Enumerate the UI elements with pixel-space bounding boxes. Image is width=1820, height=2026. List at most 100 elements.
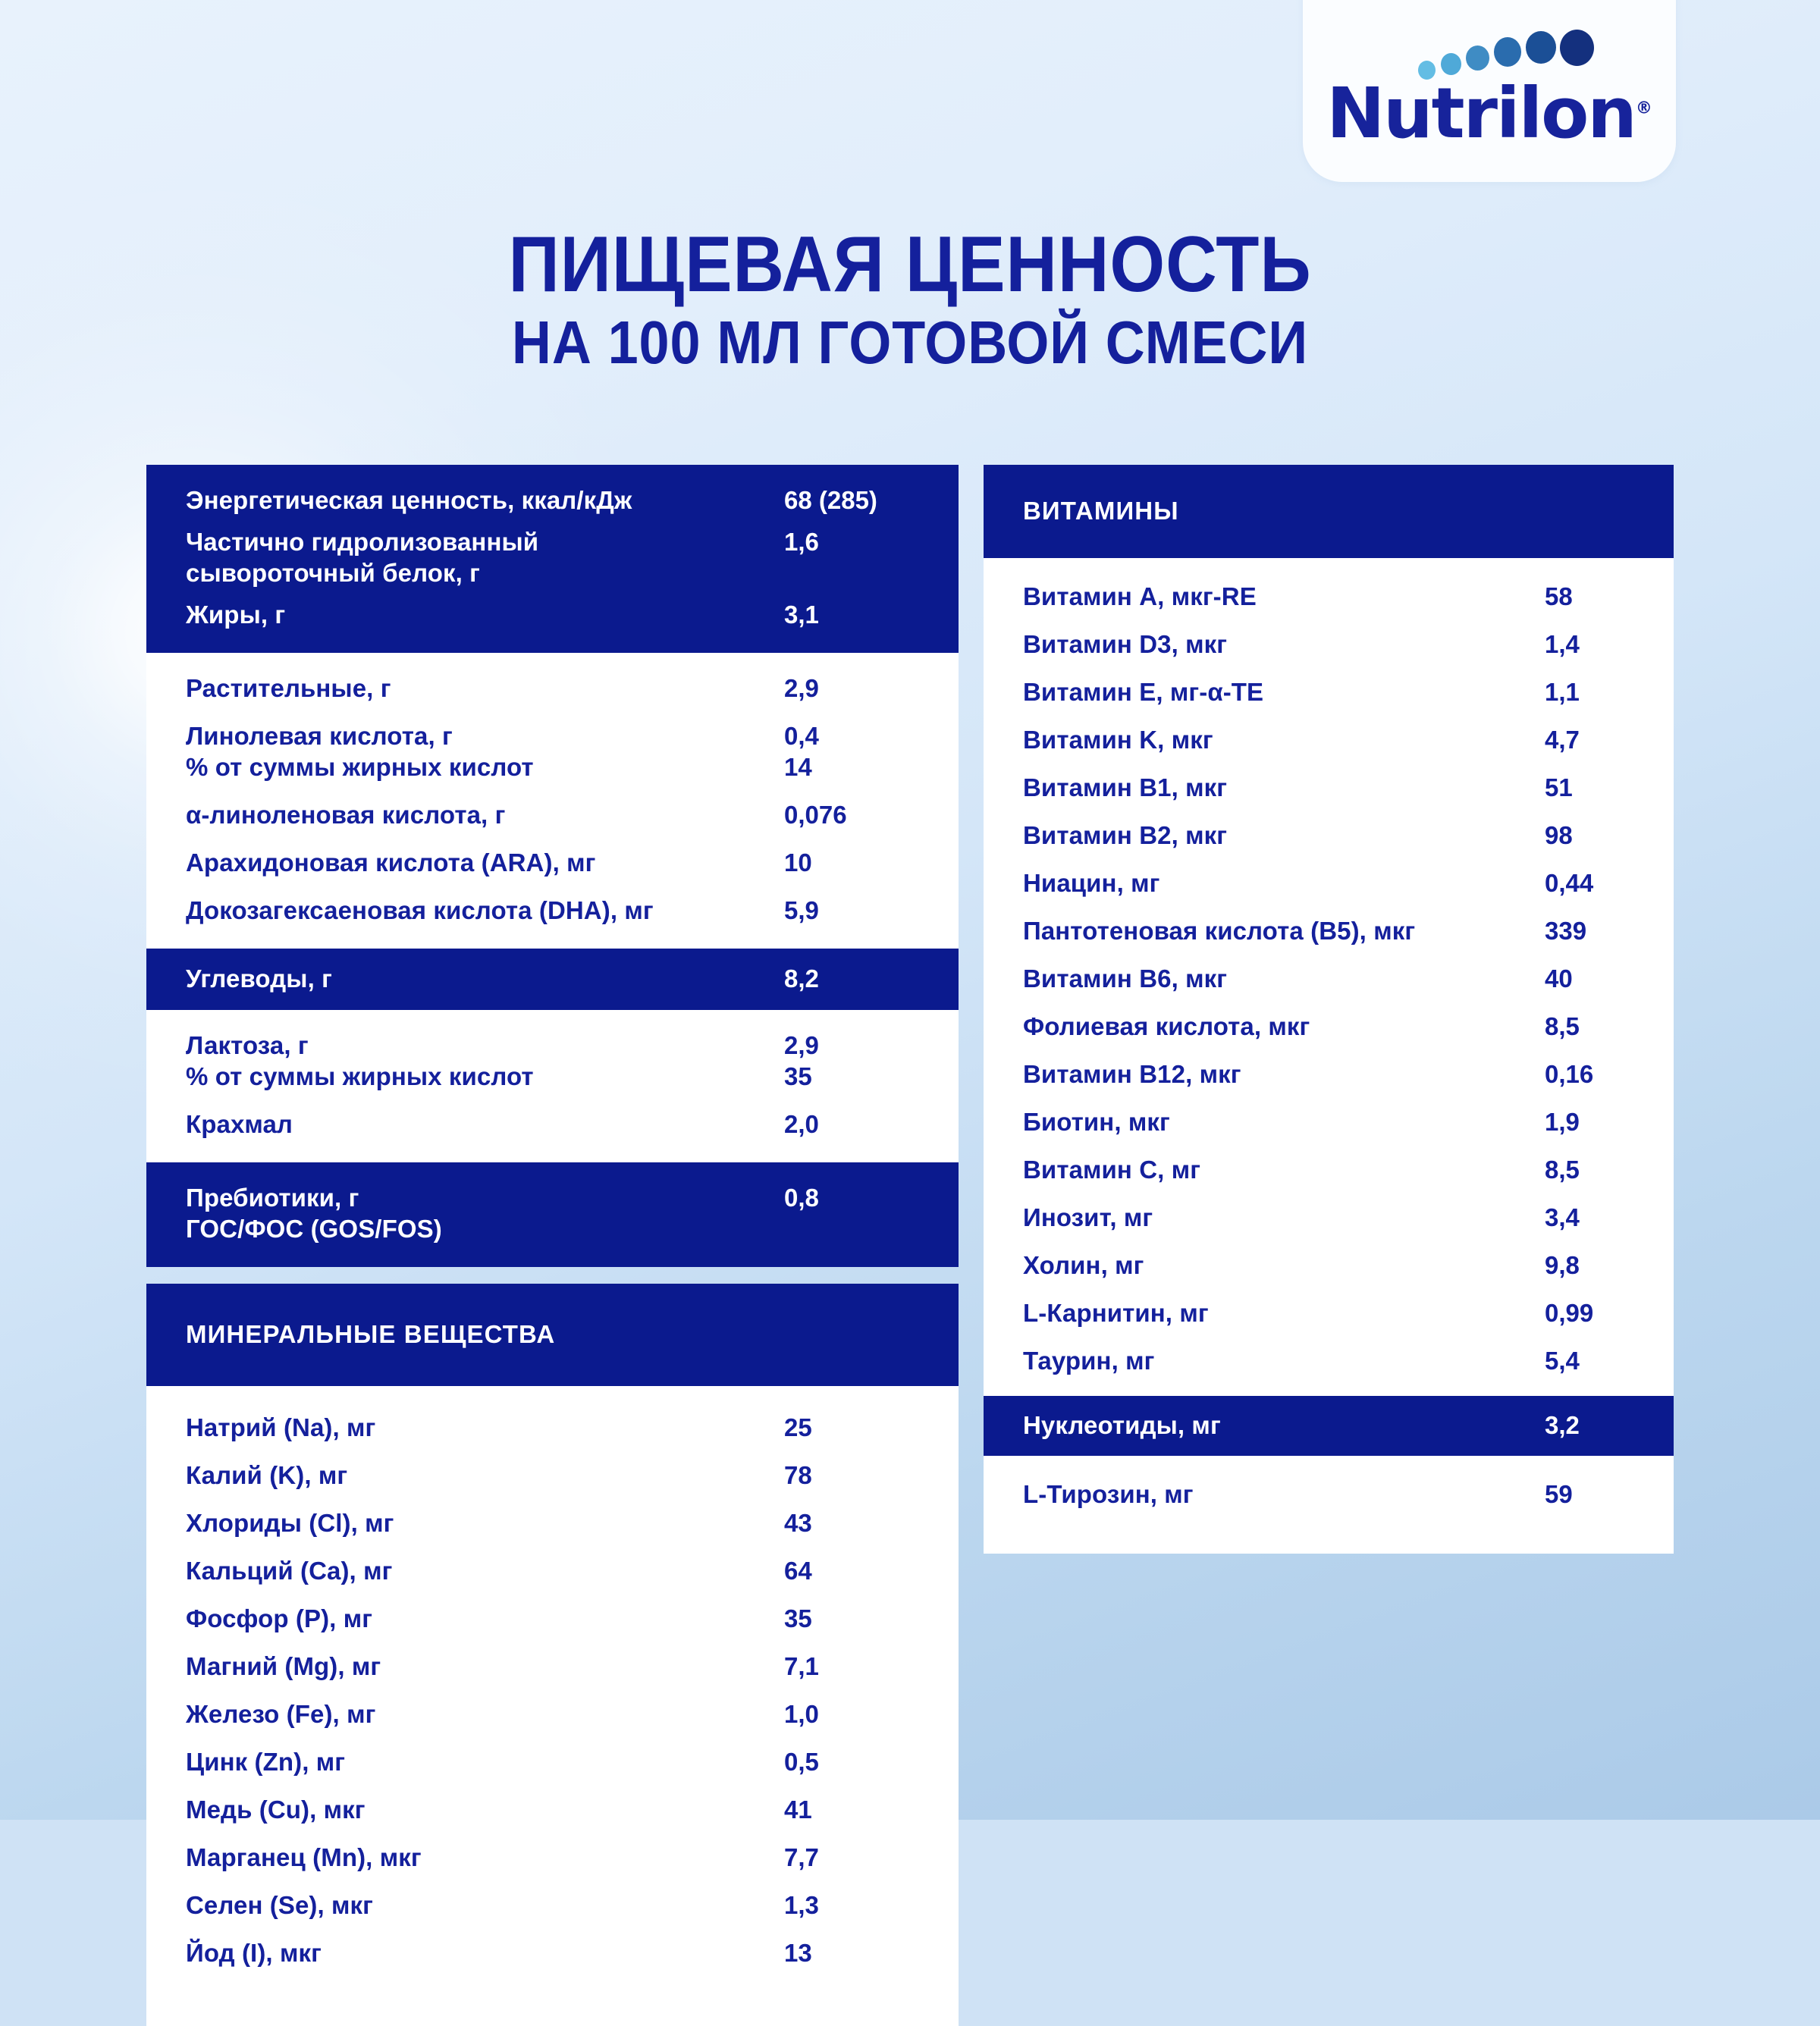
row-label: Витамин B6, мкг: [1023, 964, 1228, 993]
row-value: 8,5: [1545, 1156, 1580, 1184]
row-label: Биотин, мкг: [1023, 1108, 1170, 1136]
row-label: Витамин B2, мкг: [1023, 821, 1228, 849]
table-row: Медь (Cu), мкг 41: [146, 1794, 959, 1842]
table-row: Кальций (Ca), мг 64: [146, 1555, 959, 1603]
row-label: Фосфор (P), мг: [186, 1604, 373, 1632]
fats-block: Растительные, г 2,9 Линолевая кислота, г…: [146, 653, 959, 949]
table-row: Фосфор (P), мг 35: [146, 1603, 959, 1651]
table-row: Инозит, мг 3,4: [984, 1202, 1674, 1250]
table-row: Витамин B6, мкг 40: [984, 963, 1674, 1011]
row-label: L-Тирозин, мг: [1023, 1480, 1194, 1508]
logo-dot-arc-icon: [1376, 29, 1603, 80]
row-value: 3,4: [1545, 1203, 1580, 1231]
row-value: 4,7: [1545, 726, 1580, 754]
table-row: L-Тирозин, мг 59: [984, 1479, 1674, 1510]
row-label: Растительные, г: [186, 674, 391, 702]
carbohydrates-header-block: Углеводы, г 8,2: [146, 949, 959, 1010]
table-row: Железо (Fe), мг 1,0: [146, 1698, 959, 1746]
row-value: 40: [1545, 964, 1573, 993]
table-row: α-линоленовая кислота, г 0,076: [146, 799, 959, 847]
row-label: Витамин D3, мкг: [1023, 630, 1228, 658]
row-value: 5,4: [1545, 1347, 1580, 1375]
table-row: Ниацин, мг 0,44: [984, 867, 1674, 915]
row-label: Частично гидролизованный сывороточный бе…: [186, 528, 539, 587]
table-row: Линолевая кислота, г % от суммы жирных к…: [146, 720, 959, 799]
row-value: 9,8: [1545, 1251, 1580, 1279]
row-label: Ниацин, мг: [1023, 869, 1160, 897]
row-value: 7,7: [784, 1843, 819, 1871]
vitamins-section-header: ВИТАМИНЫ: [984, 465, 1674, 558]
row-label: Нуклеотиды, мг: [1023, 1411, 1221, 1439]
row-label: Таурин, мг: [1023, 1347, 1155, 1375]
row-value: 0,44: [1545, 869, 1594, 897]
table-row: Углеводы, г 8,2: [146, 963, 959, 994]
row-value: 2,0: [784, 1110, 819, 1138]
row-label: Цинк (Zn), мг: [186, 1748, 346, 1776]
row-label: Линолевая кислота, г % от суммы жирных к…: [186, 722, 534, 781]
row-value: 51: [1545, 773, 1573, 801]
section-gap: [146, 1267, 959, 1284]
row-value: 1,4: [1545, 630, 1580, 658]
table-row: Фолиевая кислота, мкг 8,5: [984, 1011, 1674, 1058]
row-label: Углеводы, г: [186, 964, 332, 993]
row-value: 35: [784, 1604, 812, 1632]
table-row: Лактоза, г % от суммы жирных кислот 2,9 …: [146, 1030, 959, 1109]
row-label: Лактоза, г % от суммы жирных кислот: [186, 1031, 534, 1090]
row-label: Селен (Se), мкг: [186, 1891, 374, 1919]
row-label: Крахмал: [186, 1110, 293, 1138]
minerals-section-header: МИНЕРАЛЬНЫЕ ВЕЩЕСТВА: [146, 1284, 959, 1386]
row-label: Медь (Cu), мкг: [186, 1795, 366, 1824]
row-label: Холин, мг: [1023, 1251, 1144, 1279]
row-value: 58: [1545, 582, 1573, 610]
row-label: Энергетическая ценность, ккал/кДж: [186, 486, 632, 514]
row-label: Фолиевая кислота, мкг: [1023, 1012, 1310, 1040]
table-row: Пребиотики, г ГОС/ФОС (GOS/FOS) 0,8: [146, 1182, 959, 1244]
table-row: Жиры, г 3,1: [146, 599, 959, 630]
row-label: Витамин B12, мкг: [1023, 1060, 1241, 1088]
table-row: Витамин B2, мкг 98: [984, 820, 1674, 867]
row-label: Жиры, г: [186, 601, 286, 629]
table-row: Биотин, мкг 1,9: [984, 1106, 1674, 1154]
logo-dot-3: [1466, 45, 1489, 71]
table-row: Арахидоновая кислота (ARA), мг 10: [146, 847, 959, 895]
logo-wordmark: Nutrilon®: [1326, 78, 1652, 148]
row-value: 0,99: [1545, 1299, 1594, 1327]
nutrition-table-right: ВИТАМИНЫ Витамин A, мкг-RE 58 Витамин D3,…: [984, 465, 1674, 1554]
minerals-block: Натрий (Na), мг 25 Калий (K), мг 78 Хлорид…: [146, 1386, 959, 2026]
row-value: 1,3: [784, 1891, 819, 1919]
table-row: Докозагексаеновая кислота (DHA), мг 5,9: [146, 895, 959, 926]
logo-wordmark-text: Nutrilon: [1326, 72, 1637, 154]
row-label: Витамин A, мкг-RE: [1023, 582, 1257, 610]
row-label: Марганец (Mn), мкг: [186, 1843, 422, 1871]
tyrosine-block: L-Тирозин, мг 59: [984, 1456, 1674, 1554]
row-value: 78: [784, 1461, 812, 1489]
page-title: ПИЩЕВАЯ ЦЕННОСТЬ НА 100 МЛ ГОТОВОЙ СМЕСИ: [0, 224, 1820, 376]
row-label: Магний (Mg), мг: [186, 1652, 381, 1680]
table-row: Натрий (Na), мг 25: [146, 1412, 959, 1460]
nutrilon-logo-card: Nutrilon®: [1303, 0, 1676, 182]
logo-dot-2: [1441, 52, 1461, 75]
row-value: 0,076: [784, 801, 847, 829]
table-row: Нуклеотиды, мг 3,2: [984, 1410, 1674, 1441]
row-label: Витамин C, мг: [1023, 1156, 1201, 1184]
row-label: Калий (K), мг: [186, 1461, 348, 1489]
row-value: 13: [784, 1939, 812, 1967]
table-row: Витамин A, мкг-RE 58: [984, 581, 1674, 629]
row-value: 98: [1545, 821, 1573, 849]
prebiotics-block: Пребиотики, г ГОС/ФОС (GOS/FOS) 0,8: [146, 1162, 959, 1267]
table-row: Растительные, г 2,9: [146, 673, 959, 720]
row-value: 1,1: [1545, 678, 1580, 706]
row-label: Докозагексаеновая кислота (DHA), мг: [186, 896, 654, 924]
row-value: 339: [1545, 917, 1587, 945]
row-value: 41: [784, 1795, 812, 1824]
row-value: 2,9 35: [784, 1031, 819, 1090]
row-label: Витамин K, мкг: [1023, 726, 1213, 754]
nutrition-table-left: Энергетическая ценность, ккал/кДж 68 (28…: [146, 465, 959, 2026]
table-row: Магний (Mg), мг 7,1: [146, 1651, 959, 1698]
row-label: Йод (I), мкг: [186, 1939, 322, 1967]
row-label: α-линоленовая кислота, г: [186, 801, 506, 829]
row-value: 8,2: [784, 964, 819, 993]
logo-dot-1: [1418, 60, 1436, 80]
row-value: 2,9: [784, 674, 819, 702]
row-label: Натрий (Na), мг: [186, 1413, 376, 1441]
